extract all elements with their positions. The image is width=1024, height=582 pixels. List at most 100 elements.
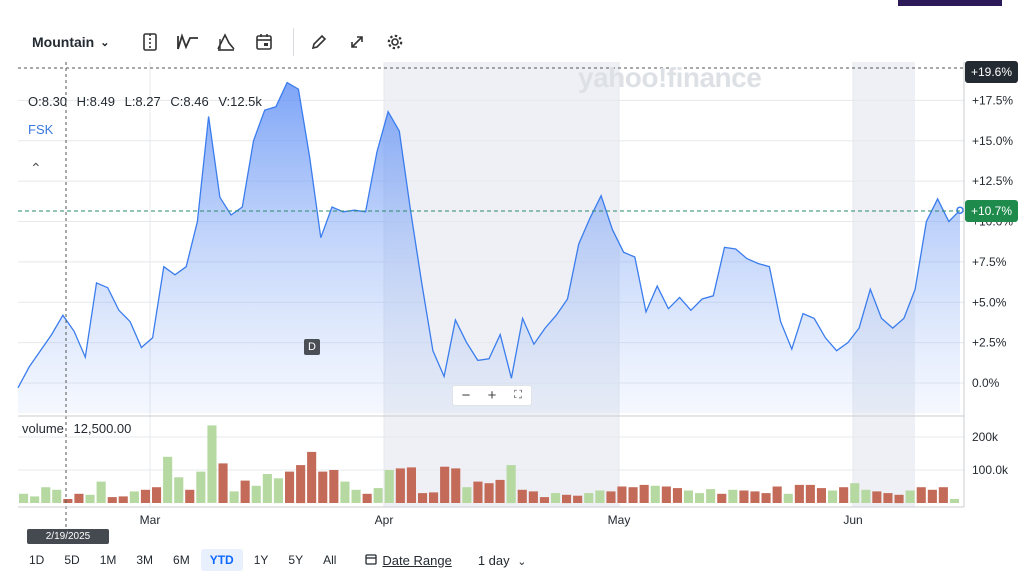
volume-bar bbox=[418, 493, 428, 503]
volume-bar bbox=[639, 484, 649, 503]
volume-bar bbox=[362, 493, 372, 503]
volume-bar bbox=[562, 494, 572, 504]
events-icon[interactable] bbox=[253, 31, 275, 53]
volume-bar bbox=[85, 494, 95, 504]
volume-bar bbox=[129, 491, 139, 503]
volume-bar bbox=[916, 487, 926, 503]
volume-bar bbox=[739, 490, 749, 503]
volume-bar bbox=[251, 485, 261, 503]
interval-label: 1 day bbox=[477, 552, 510, 568]
volume-legend: volume 12,500.00 bbox=[22, 421, 131, 436]
x-tick-label: Mar bbox=[140, 513, 161, 527]
series-ticker[interactable]: FSK bbox=[28, 122, 54, 137]
range-button-5d[interactable]: 5D bbox=[64, 553, 80, 567]
volume-bar bbox=[451, 468, 461, 503]
volume-bar bbox=[650, 485, 660, 503]
fullscreen-icon[interactable] bbox=[346, 31, 368, 53]
volume-bar bbox=[429, 492, 439, 503]
volume-bar bbox=[506, 465, 516, 504]
range-button-ytd[interactable]: YTD bbox=[200, 549, 243, 571]
volume-bar bbox=[262, 474, 272, 503]
volume-bar bbox=[628, 487, 638, 503]
range-button-6m[interactable]: 6M bbox=[173, 553, 190, 567]
y-tick-label: +7.5% bbox=[972, 255, 1007, 269]
volume-bar bbox=[52, 489, 62, 503]
volume-bar bbox=[406, 467, 416, 503]
volume-bar bbox=[373, 488, 383, 503]
volume-bar bbox=[229, 491, 239, 503]
range-button-1m[interactable]: 1M bbox=[99, 553, 117, 567]
volume-bar bbox=[462, 487, 472, 503]
volume-bar bbox=[495, 479, 505, 503]
volume-bar bbox=[152, 487, 162, 503]
indicators-icon[interactable] bbox=[177, 31, 199, 53]
volume-bar bbox=[905, 490, 915, 503]
y-tick-label: 0.0% bbox=[972, 376, 1000, 390]
volume-bar bbox=[595, 490, 605, 503]
range-button-5y[interactable]: 5Y bbox=[288, 553, 304, 567]
volume-bar bbox=[440, 466, 450, 503]
timezone-label: Mountain bbox=[32, 34, 95, 50]
volume-bar bbox=[761, 493, 771, 503]
volume-bar bbox=[794, 484, 804, 503]
calendar-icon bbox=[365, 553, 378, 568]
header-strip bbox=[0, 0, 1024, 8]
range-button-3m[interactable]: 3M bbox=[136, 553, 154, 567]
chart-toolbar: Mountain ⌄ bbox=[18, 28, 422, 56]
advertisement[interactable] bbox=[898, 0, 1002, 6]
volume-bar bbox=[484, 483, 494, 503]
volume-bar bbox=[839, 487, 849, 503]
volume-bar bbox=[672, 488, 682, 503]
volume-bar bbox=[218, 463, 228, 503]
volume-legend-value: 12,500.00 bbox=[73, 421, 132, 436]
range-button-1y[interactable]: 1Y bbox=[253, 553, 269, 567]
volume-bar bbox=[63, 499, 73, 503]
volume-bar bbox=[384, 470, 394, 503]
volume-bar bbox=[850, 483, 860, 503]
y-tick-label: +17.5% bbox=[972, 93, 1013, 107]
zoom-out-button[interactable]: − bbox=[461, 387, 471, 404]
volume-bar bbox=[927, 489, 937, 503]
last-value-badge: +10.7% bbox=[965, 200, 1018, 222]
interval-dropdown[interactable]: 1 day ⌄ bbox=[478, 553, 527, 568]
volume-bar bbox=[196, 471, 206, 503]
volume-bar bbox=[783, 493, 793, 503]
volume-bar bbox=[617, 486, 627, 503]
volume-label: volume bbox=[22, 421, 64, 436]
volume-bar bbox=[949, 498, 959, 503]
volume-bar bbox=[273, 478, 283, 504]
high-value: H:8.49 bbox=[76, 94, 115, 109]
crosshair-date-label: 2/19/2025 bbox=[27, 529, 109, 544]
range-button-1d[interactable]: 1D bbox=[29, 553, 45, 567]
draw-icon[interactable] bbox=[308, 31, 330, 53]
volume-bar bbox=[185, 489, 195, 503]
volume-bar bbox=[728, 489, 738, 503]
volume-bar bbox=[551, 493, 561, 503]
collapse-legend-icon[interactable]: ⌃ bbox=[30, 160, 42, 176]
dividend-marker[interactable]: D bbox=[304, 339, 320, 355]
volume-bar bbox=[307, 451, 317, 503]
x-tick-label: Jun bbox=[843, 513, 862, 527]
volume-bar bbox=[19, 493, 29, 503]
reset-zoom-icon[interactable]: ⛶ bbox=[514, 389, 522, 401]
chevron-down-icon: ⌄ bbox=[517, 555, 527, 568]
toolbar-divider bbox=[293, 28, 295, 56]
volume-bar bbox=[318, 471, 328, 503]
volume-bar bbox=[340, 481, 350, 503]
volume-bar bbox=[883, 493, 893, 503]
date-range-button[interactable]: Date Range bbox=[365, 553, 452, 568]
compare-icon[interactable] bbox=[139, 31, 161, 53]
volume-bar bbox=[872, 491, 882, 503]
volume-bar bbox=[606, 491, 616, 503]
timezone-dropdown[interactable]: Mountain ⌄ bbox=[32, 34, 109, 50]
volume-bar bbox=[805, 484, 815, 503]
volume-bar bbox=[285, 471, 295, 503]
chart-type-icon[interactable] bbox=[215, 31, 237, 53]
zoom-in-button[interactable]: + bbox=[487, 387, 497, 404]
volume-bar bbox=[938, 487, 948, 503]
settings-icon[interactable] bbox=[384, 31, 406, 53]
range-button-all[interactable]: All bbox=[323, 553, 337, 567]
volume-bar bbox=[174, 477, 184, 503]
volume-tick-label: 100.0k bbox=[972, 463, 1009, 477]
